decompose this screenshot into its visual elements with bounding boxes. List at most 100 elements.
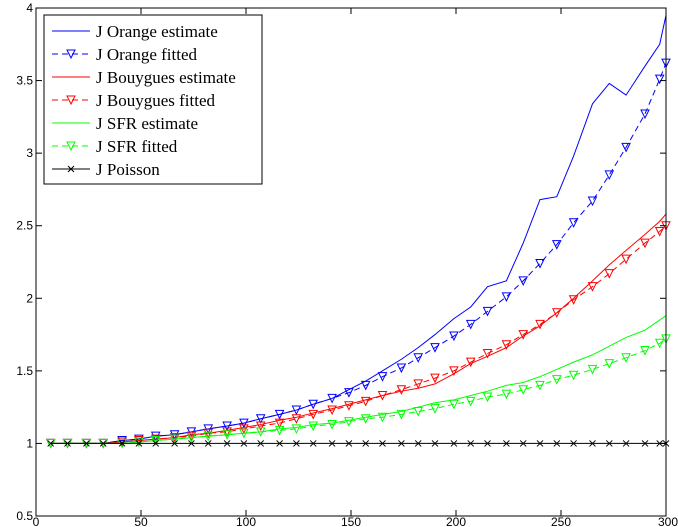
data-point — [484, 440, 491, 447]
data-point — [465, 357, 476, 368]
data-point — [223, 440, 231, 447]
series-line — [50, 338, 667, 444]
data-point — [482, 306, 493, 317]
data-point — [222, 427, 232, 437]
data-point — [430, 373, 440, 384]
legend-label: J Bouygues fitted — [96, 91, 215, 110]
data-point — [99, 440, 107, 447]
data-point — [536, 440, 544, 447]
data-point — [293, 440, 300, 447]
data-point — [377, 391, 388, 401]
data-point — [430, 404, 440, 414]
legend-swatch-marker — [66, 95, 76, 106]
y-tick-label: 1 — [26, 436, 33, 450]
data-point — [654, 74, 665, 85]
data-point — [344, 401, 354, 411]
legend-label: J SFR estimate — [96, 114, 198, 133]
data-point — [255, 414, 266, 424]
data-point — [360, 380, 371, 391]
data-point — [47, 440, 55, 447]
data-point — [171, 440, 178, 447]
data-point — [240, 440, 248, 447]
data-point — [604, 359, 615, 369]
data-point — [274, 418, 285, 429]
data-point — [622, 440, 630, 447]
data-point — [535, 380, 545, 391]
data-point — [553, 440, 561, 447]
data-point — [501, 340, 512, 350]
legend-label: J Poisson — [96, 160, 160, 179]
data-point — [327, 405, 337, 416]
data-point — [360, 396, 371, 407]
data-point — [640, 346, 650, 356]
data-point — [255, 427, 266, 437]
data-point — [413, 379, 424, 390]
data-point — [449, 331, 459, 342]
data-point — [150, 434, 161, 445]
data-point — [328, 440, 336, 447]
data-point — [152, 440, 160, 447]
data-point — [587, 196, 598, 207]
data-point — [203, 428, 214, 439]
data-point — [587, 364, 598, 375]
data-point — [398, 440, 405, 447]
data-point — [308, 421, 319, 432]
data-point — [134, 436, 144, 446]
data-point — [396, 363, 407, 374]
data-point — [656, 440, 664, 447]
y-tick-label: 3 — [26, 146, 33, 160]
legend-label: J Orange fitted — [96, 45, 198, 64]
data-point — [587, 282, 598, 292]
data-point — [83, 440, 90, 447]
data-point — [360, 414, 371, 424]
data-point — [291, 424, 302, 435]
data-point — [308, 399, 319, 410]
data-point — [640, 238, 650, 249]
data-point — [449, 366, 459, 376]
y-tick-label: 4 — [26, 1, 33, 15]
data-point — [501, 292, 512, 302]
legend-label: J SFR fitted — [96, 137, 178, 156]
data-point — [117, 436, 127, 446]
x-tick-label: 250 — [551, 515, 571, 527]
data-point — [604, 269, 615, 279]
legend-label: J Bouygues estimate — [96, 68, 236, 87]
data-point — [551, 240, 562, 250]
data-point — [535, 319, 545, 330]
data-point — [344, 417, 354, 427]
data-point — [589, 440, 596, 447]
data-point — [239, 428, 249, 439]
x-tick-label: 150 — [341, 515, 361, 527]
data-point — [64, 440, 71, 447]
y-tick-label: 1.5 — [16, 364, 33, 378]
data-point — [535, 258, 545, 269]
x-tick-label: 100 — [236, 515, 256, 527]
data-point — [345, 440, 353, 447]
data-point — [641, 440, 649, 447]
data-point — [482, 348, 493, 359]
x-tick-label: 50 — [134, 515, 148, 527]
data-point — [169, 434, 180, 445]
data-point — [222, 421, 232, 432]
data-point — [239, 418, 249, 429]
data-point — [518, 276, 529, 286]
data-point — [518, 330, 529, 340]
data-point — [568, 370, 579, 381]
data-point — [465, 319, 476, 330]
legend-swatch-marker — [66, 49, 76, 60]
x-tick-label: 0 — [33, 515, 40, 527]
legend-box — [43, 14, 263, 185]
data-point — [134, 434, 144, 445]
y-tick-label: 2.5 — [16, 219, 33, 233]
data-point — [621, 353, 631, 363]
data-point — [344, 388, 354, 398]
data-point — [551, 375, 562, 385]
data-point — [640, 109, 650, 120]
data-point — [501, 389, 512, 400]
x-tick-label: 200 — [446, 515, 466, 527]
data-point — [570, 440, 577, 447]
y-tick-label: 0.5 — [16, 509, 33, 523]
data-point — [654, 227, 665, 237]
legend: J Orange estimate J Orange fitted J Bouygu… — [43, 14, 263, 185]
